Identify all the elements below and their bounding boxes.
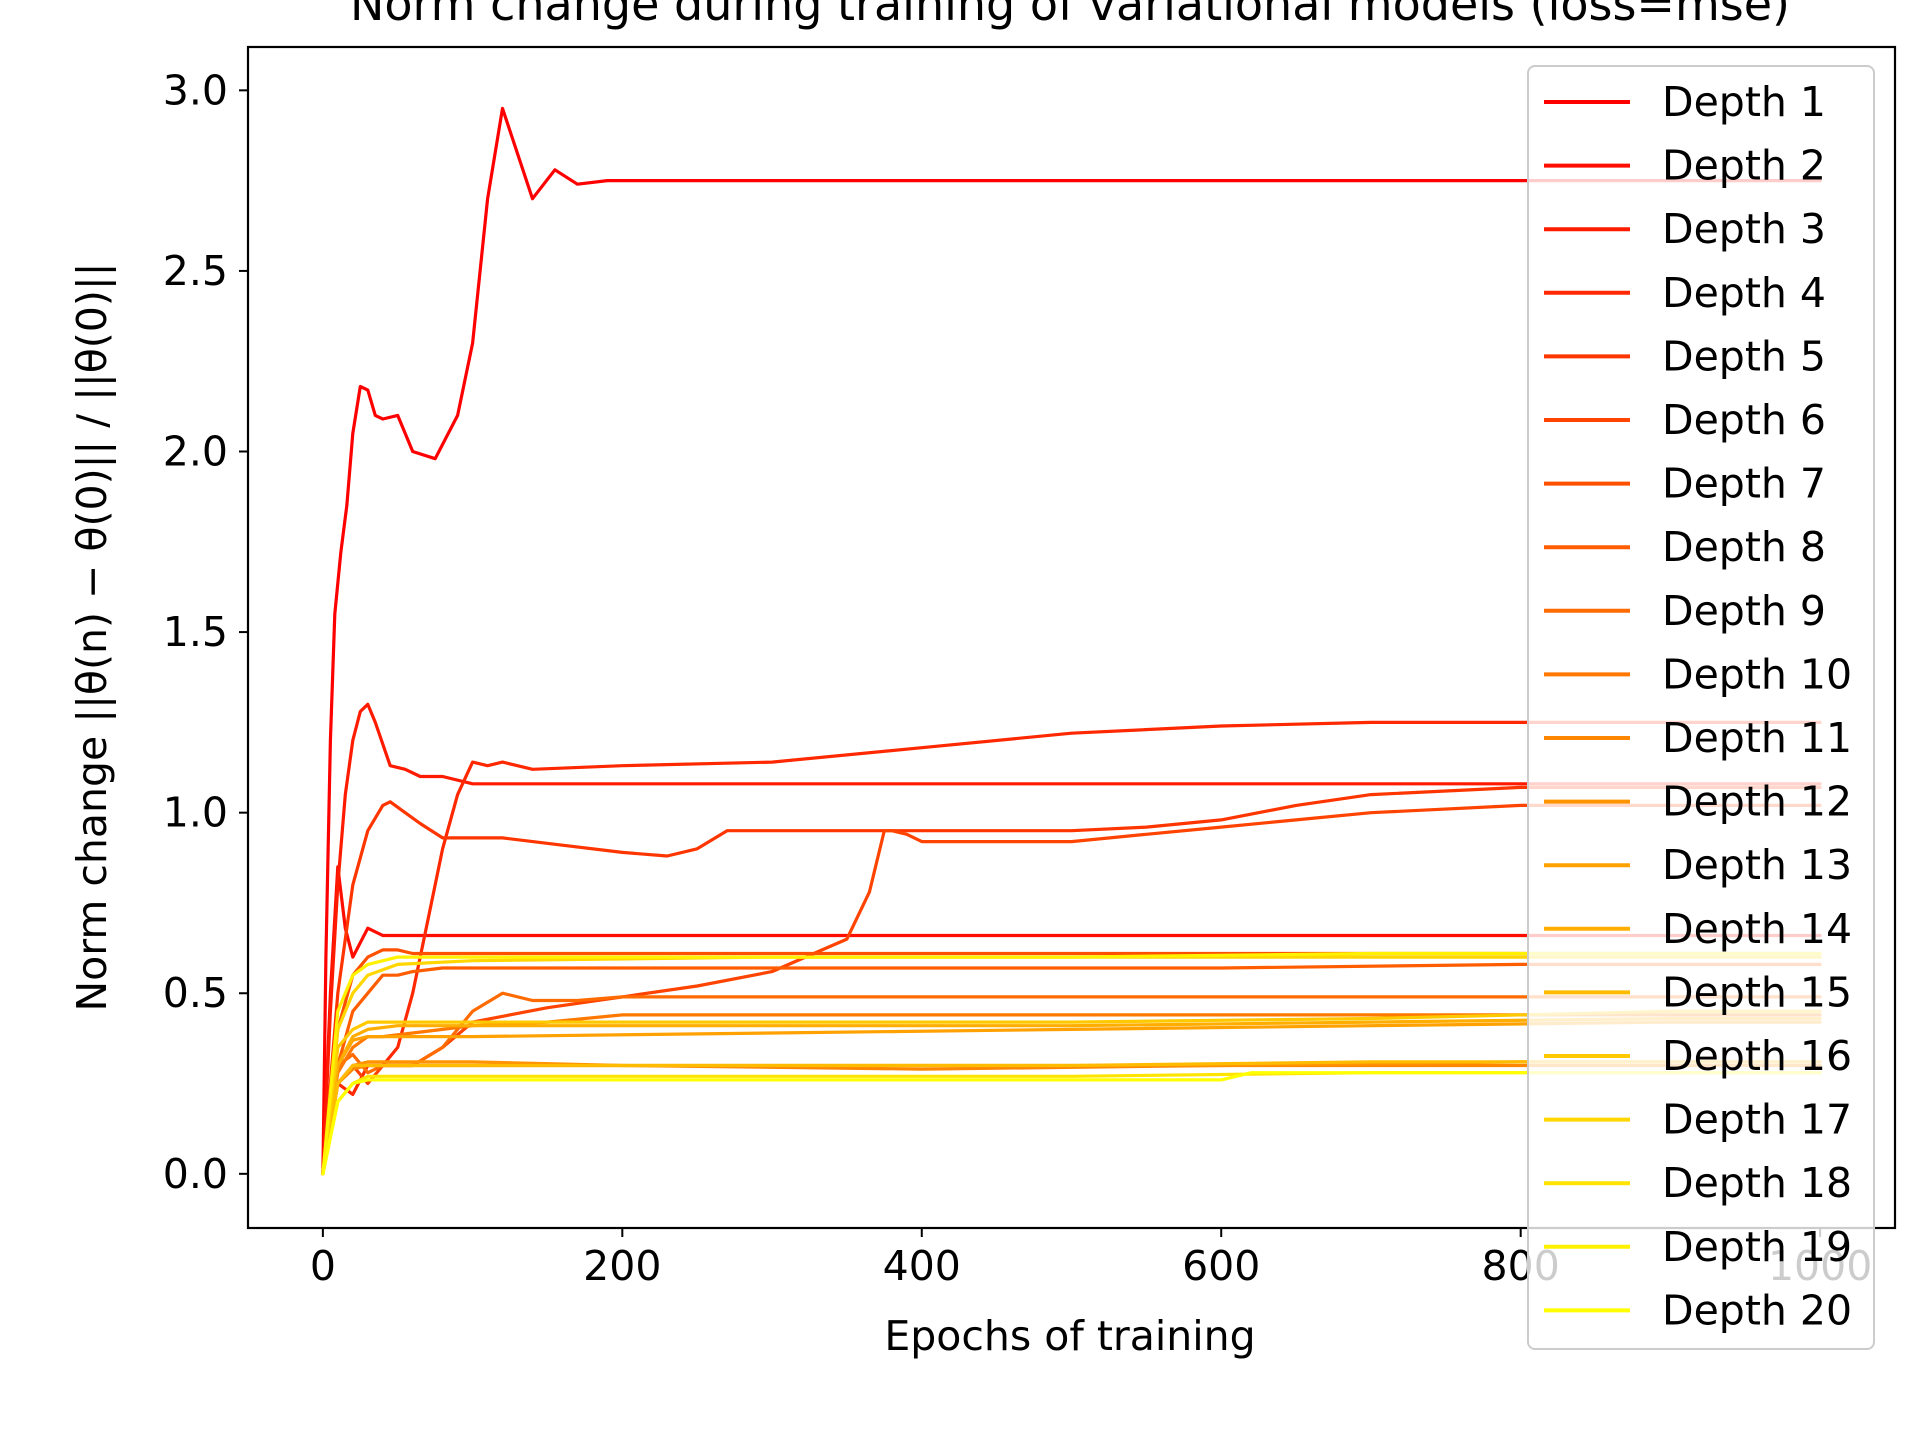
series-line-depth-19 [321, 951, 1822, 1176]
legend-label-depth-12: Depth 12 [1662, 778, 1852, 826]
legend-label-depth-10: Depth 10 [1662, 650, 1852, 698]
legend-label-depth-6: Depth 6 [1662, 396, 1826, 444]
legend-label-depth-16: Depth 16 [1662, 1032, 1852, 1080]
y-tick-label: 0.0 [163, 1150, 228, 1198]
series-line-depth-14 [321, 1016, 1822, 1176]
legend-label-depth-8: Depth 8 [1662, 523, 1826, 571]
series-line-depth-1 [321, 106, 1822, 1176]
legend-label-depth-3: Depth 3 [1662, 205, 1826, 253]
legend-box [1527, 65, 1875, 1350]
legend-label-depth-20: Depth 20 [1662, 1286, 1852, 1334]
series-line-depth-17 [321, 955, 1822, 1176]
series-line-depth-5 [321, 785, 1822, 1176]
legend-label-depth-2: Depth 2 [1662, 142, 1826, 190]
legend-label-depth-15: Depth 15 [1662, 968, 1852, 1016]
series-line-depth-9 [321, 991, 1822, 1176]
legend: Depth 1 Depth 2 Depth 3 Depth 4 Depth 5 Depth… [1527, 65, 1875, 1350]
y-axis-label: Norm change ||θ(n) − θ(0)|| / ||θ(0)|| [68, 263, 116, 1012]
y-tick-label: 1.0 [163, 789, 228, 837]
legend-label-depth-14: Depth 14 [1662, 905, 1852, 953]
chart-title: Norm change during training of variation… [350, 0, 1790, 31]
series-line-depth-10 [321, 1013, 1822, 1176]
legend-label-depth-18: Depth 18 [1662, 1159, 1852, 1207]
y-axis: 0.0 0.5 1.0 1.5 2.0 2.5 3.0 [163, 66, 248, 1198]
legend-label-depth-4: Depth 4 [1662, 269, 1826, 317]
legend-label-depth-1: Depth 1 [1662, 78, 1826, 126]
y-tick-label: 1.5 [163, 608, 228, 656]
y-tick-label: 3.0 [163, 66, 228, 114]
y-tick-label: 2.5 [163, 247, 228, 295]
series-line-depth-7 [321, 948, 1822, 1176]
series-line-depth-15 [321, 1060, 1822, 1176]
legend-label-depth-9: Depth 9 [1662, 587, 1826, 635]
legend-label-depth-7: Depth 7 [1662, 460, 1826, 508]
legend-label-depth-17: Depth 17 [1662, 1096, 1852, 1144]
x-tick-label: 600 [1182, 1242, 1260, 1290]
legend-label-depth-11: Depth 11 [1662, 714, 1852, 762]
y-tick-label: 2.0 [163, 428, 228, 476]
plot-frame [246, 45, 1897, 1230]
x-axis-label: Epochs of training [884, 1312, 1255, 1360]
legend-label-depth-5: Depth 5 [1662, 332, 1826, 380]
legend-label-depth-19: Depth 19 [1662, 1223, 1852, 1271]
y-tick-label: 0.5 [163, 969, 228, 1017]
x-tick-label: 0 [310, 1242, 336, 1290]
series-line-depth-8 [321, 962, 1822, 1176]
x-tick-label: 400 [883, 1242, 961, 1290]
legend-label-depth-13: Depth 13 [1662, 841, 1852, 889]
series-group [321, 106, 1822, 1176]
series-line-depth-16 [321, 1009, 1822, 1176]
x-tick-label: 200 [583, 1242, 661, 1290]
series-line-depth-20 [321, 1071, 1822, 1176]
